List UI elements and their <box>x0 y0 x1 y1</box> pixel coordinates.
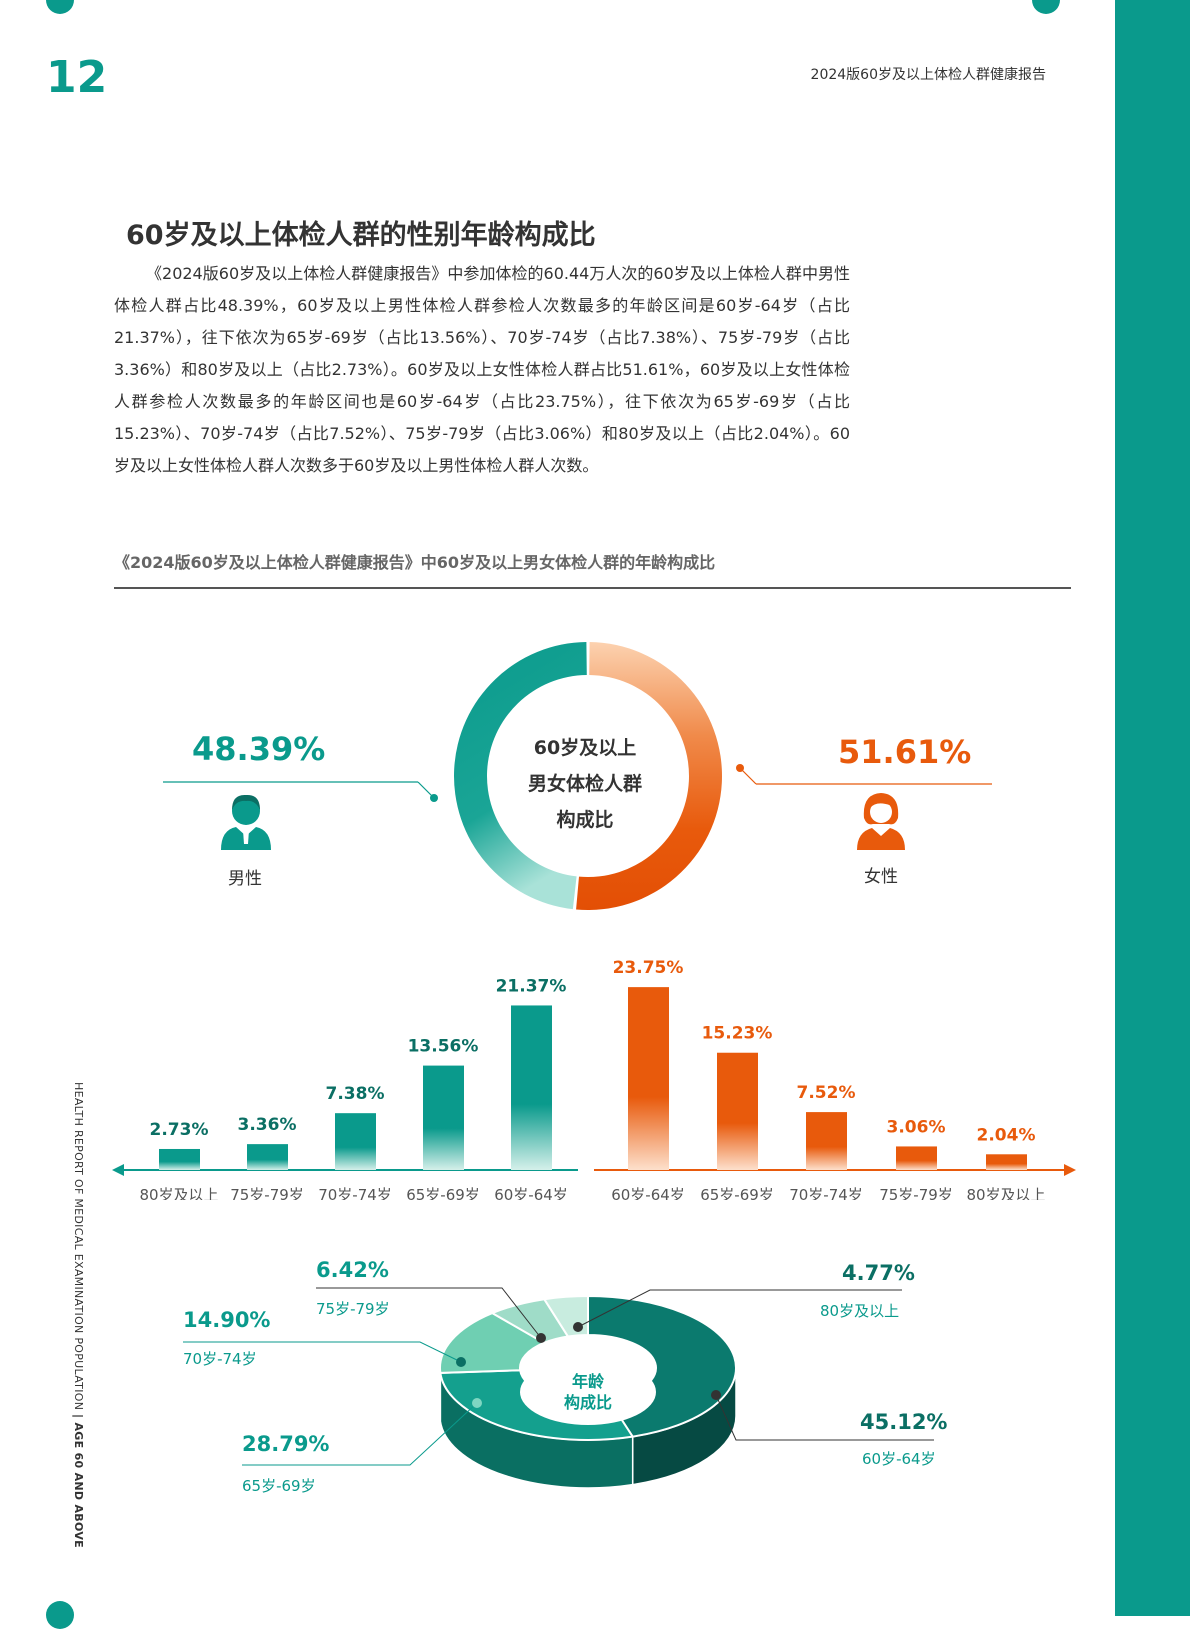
bar-value-label: 7.52% <box>797 1083 856 1103</box>
bar-male-2 <box>335 1113 376 1170</box>
age-label-70-74: 70岁-74岁 <box>183 1348 257 1369</box>
bar-value-label: 23.75% <box>613 958 684 978</box>
figure-caption: 《2024版60岁及以上体检人群健康报告》中60岁及以上男女体检人群的年龄构成比 <box>114 549 715 573</box>
bar-male-3 <box>423 1066 464 1170</box>
age-label-60-64: 60岁-64岁 <box>862 1448 936 1469</box>
corner-dot <box>46 0 74 14</box>
male-user-icon <box>221 795 271 850</box>
bar-female-1 <box>717 1053 758 1170</box>
female-user-icon <box>857 793 905 850</box>
bar-category-label: 80岁及以上 <box>139 1186 218 1200</box>
leader-dot <box>573 1322 583 1332</box>
bar-female-3 <box>896 1146 937 1170</box>
age-donut-center-line: 构成比 <box>564 1393 612 1412</box>
section-title: 60岁及以上体检人群的性别年龄构成比 <box>126 213 596 252</box>
page-number: 12 <box>46 52 107 103</box>
age-pct-60-64: 45.12% <box>860 1410 947 1434</box>
bar-male-0 <box>159 1149 200 1170</box>
corner-dot <box>46 1601 74 1629</box>
header-title: 2024版60岁及以上体检人群健康报告 <box>811 64 1046 84</box>
male-connector-dot <box>430 794 438 802</box>
female-connector <box>740 768 756 784</box>
bar-value-label: 3.06% <box>887 1117 946 1137</box>
bar-category-label: 60岁-64岁 <box>611 1186 685 1200</box>
bar-category-label: 60岁-64岁 <box>494 1186 568 1200</box>
leader-dot <box>536 1333 546 1343</box>
caption-divider <box>114 587 1071 589</box>
donut-center-line: 构成比 <box>500 802 670 838</box>
bar-category-label: 80岁及以上 <box>966 1186 1045 1200</box>
bar-category-label: 70岁-74岁 <box>318 1186 392 1200</box>
leader-dot <box>456 1357 466 1367</box>
male-axis-arrow <box>112 1164 124 1176</box>
bar-value-label: 13.56% <box>408 1037 479 1057</box>
bar-category-label: 65岁-69岁 <box>406 1186 480 1200</box>
bar-male-4 <box>511 1005 552 1170</box>
male-percentage: 48.39% <box>192 730 325 768</box>
bar-value-label: 21.37% <box>496 976 567 996</box>
leader-dot <box>472 1398 482 1408</box>
bar-group: 2.73% 80岁及以上 3.36% 75岁-79岁 7.38% 70岁-74岁 13.56… <box>139 958 1045 1200</box>
bar-female-2 <box>806 1112 847 1170</box>
age-label-75-79: 75岁-79岁 <box>316 1298 390 1319</box>
age-donut-center-line: 年龄 <box>572 1372 605 1391</box>
male-label: 男性 <box>228 864 262 889</box>
bar-male-1 <box>247 1144 288 1170</box>
bar-value-label: 3.36% <box>238 1115 297 1135</box>
bar-category-label: 75岁-79岁 <box>230 1186 304 1200</box>
female-label: 女性 <box>864 862 898 887</box>
age-3d-donut-chart: 年龄 构成比 <box>0 1240 1115 1520</box>
female-percentage: 51.61% <box>838 733 971 771</box>
bar-category-label: 70岁-74岁 <box>789 1186 863 1200</box>
donut-center-line: 60岁及以上 <box>500 730 670 766</box>
bar-value-label: 15.23% <box>702 1024 773 1044</box>
donut-center-label: 60岁及以上 男女体检人群 构成比 <box>500 730 670 838</box>
female-axis-arrow <box>1064 1164 1076 1176</box>
donut-center-line: 男女体检人群 <box>500 766 670 802</box>
age-pct-65-69: 28.79% <box>242 1432 329 1456</box>
age-pct-70-74: 14.90% <box>183 1308 270 1332</box>
bar-value-label: 2.04% <box>977 1125 1036 1145</box>
age-label-65-69: 65岁-69岁 <box>242 1475 316 1496</box>
bar-female-0 <box>628 987 669 1170</box>
bar-value-label: 2.73% <box>150 1120 209 1140</box>
corner-dot <box>1032 0 1060 14</box>
bar-category-label: 75岁-79岁 <box>879 1186 953 1200</box>
bar-value-label: 7.38% <box>326 1084 385 1104</box>
age-pct-80: 4.77% <box>842 1261 915 1285</box>
right-color-band <box>1115 0 1190 1616</box>
age-donut-hole <box>520 1359 656 1425</box>
age-bar-chart: 2.73% 80岁及以上 3.36% 75岁-79岁 7.38% 70岁-74岁 13.56… <box>0 940 1115 1200</box>
body-paragraph: 《2024版60岁及以上体检人群健康报告》中参加体检的60.44万人次的60岁及… <box>114 258 850 482</box>
bar-female-4 <box>986 1154 1027 1170</box>
age-label-80: 80岁及以上 <box>820 1300 899 1321</box>
bar-category-label: 65岁-69岁 <box>700 1186 774 1200</box>
leader-dot <box>711 1390 721 1400</box>
age-pct-75-79: 6.42% <box>316 1258 389 1282</box>
